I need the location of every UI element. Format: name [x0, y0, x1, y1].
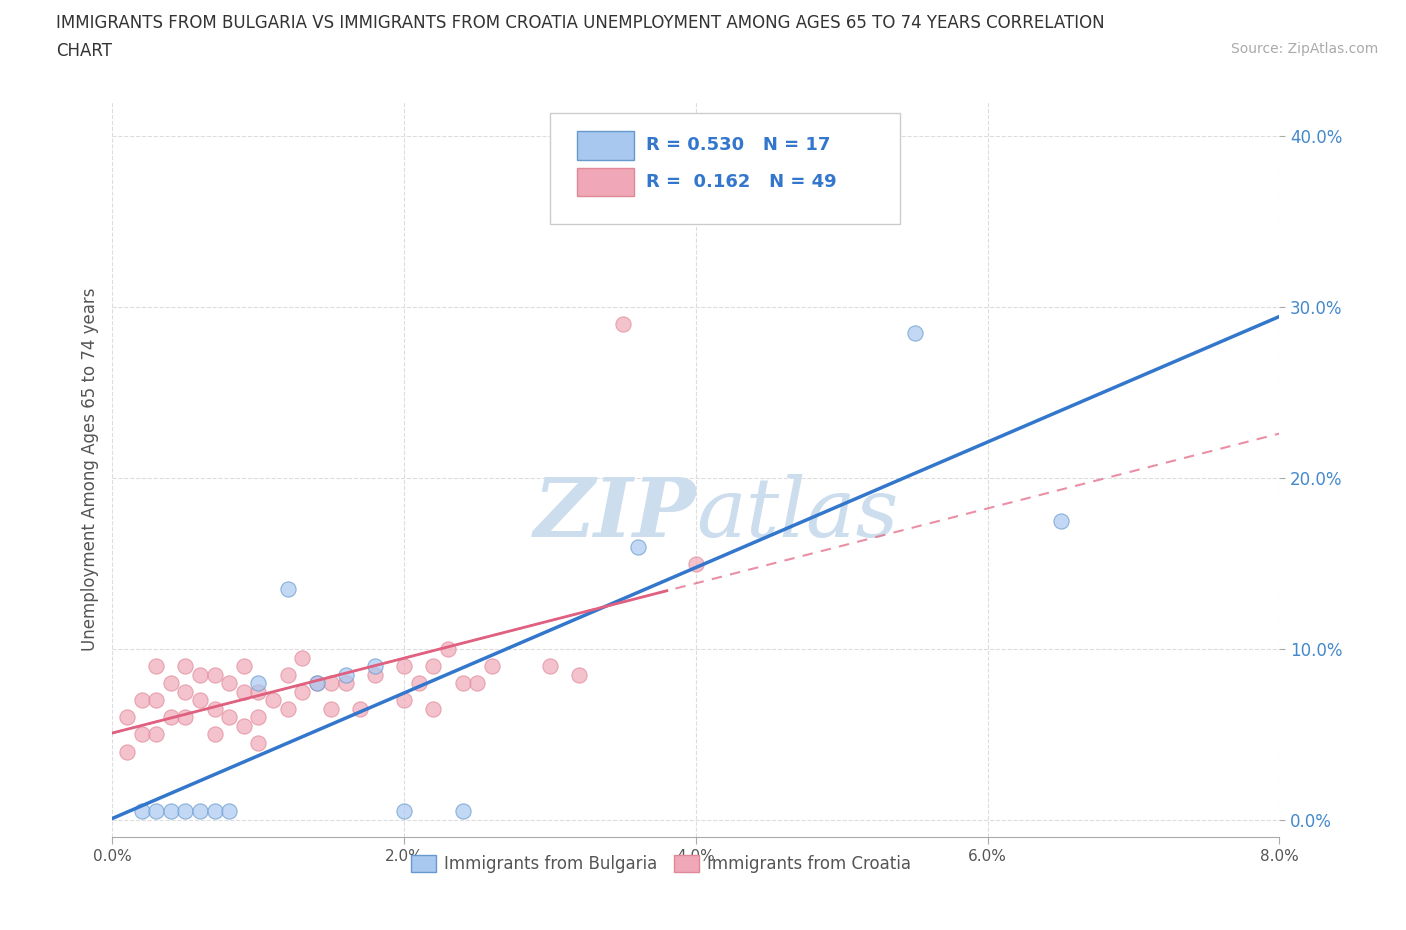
- FancyBboxPatch shape: [576, 131, 634, 160]
- Point: [160, 710, 183, 724]
- Point: [612, 317, 634, 332]
- Point: [262, 693, 284, 708]
- Point: [247, 676, 270, 691]
- Point: [131, 693, 153, 708]
- Point: [408, 676, 430, 691]
- Text: ZIP: ZIP: [533, 473, 696, 553]
- Y-axis label: Unemployment Among Ages 65 to 74 years: Unemployment Among Ages 65 to 74 years: [80, 288, 98, 651]
- Legend: Immigrants from Bulgaria, Immigrants from Croatia: Immigrants from Bulgaria, Immigrants fro…: [404, 848, 918, 880]
- Point: [364, 667, 387, 682]
- Point: [204, 804, 226, 818]
- Point: [422, 701, 444, 716]
- Point: [160, 804, 183, 818]
- Point: [204, 667, 226, 682]
- Point: [422, 658, 444, 673]
- Point: [232, 658, 254, 673]
- Point: [437, 642, 460, 657]
- Point: [115, 744, 138, 759]
- Text: R =  0.162   N = 49: R = 0.162 N = 49: [645, 173, 837, 191]
- Point: [349, 701, 371, 716]
- Point: [174, 804, 197, 818]
- Point: [568, 667, 591, 682]
- Point: [188, 667, 211, 682]
- Point: [218, 710, 240, 724]
- Point: [335, 676, 357, 691]
- Text: IMMIGRANTS FROM BULGARIA VS IMMIGRANTS FROM CROATIA UNEMPLOYMENT AMONG AGES 65 T: IMMIGRANTS FROM BULGARIA VS IMMIGRANTS F…: [56, 14, 1105, 32]
- Point: [218, 804, 240, 818]
- Point: [451, 676, 474, 691]
- Point: [627, 539, 650, 554]
- Point: [364, 658, 387, 673]
- Point: [204, 727, 226, 742]
- Point: [394, 804, 416, 818]
- Point: [321, 701, 343, 716]
- Point: [465, 676, 488, 691]
- FancyBboxPatch shape: [576, 167, 634, 196]
- Point: [174, 658, 197, 673]
- Point: [232, 719, 254, 734]
- Point: [685, 556, 707, 571]
- Point: [145, 658, 167, 673]
- Point: [247, 710, 270, 724]
- Point: [1049, 513, 1071, 528]
- Point: [451, 804, 474, 818]
- Point: [276, 701, 298, 716]
- Point: [188, 693, 211, 708]
- Point: [291, 684, 314, 699]
- Point: [291, 650, 314, 665]
- Point: [145, 693, 167, 708]
- Point: [276, 582, 298, 597]
- Point: [247, 736, 270, 751]
- Text: CHART: CHART: [56, 42, 112, 60]
- Point: [145, 804, 167, 818]
- Point: [218, 676, 240, 691]
- Point: [321, 676, 343, 691]
- Point: [335, 667, 357, 682]
- FancyBboxPatch shape: [550, 113, 900, 223]
- Point: [188, 804, 211, 818]
- Point: [174, 710, 197, 724]
- Point: [145, 727, 167, 742]
- Point: [394, 693, 416, 708]
- Point: [394, 658, 416, 673]
- Point: [305, 676, 328, 691]
- Text: R = 0.530   N = 17: R = 0.530 N = 17: [645, 137, 830, 154]
- Point: [232, 684, 254, 699]
- Point: [131, 804, 153, 818]
- Point: [174, 684, 197, 699]
- Point: [276, 667, 298, 682]
- Point: [305, 676, 328, 691]
- Text: atlas: atlas: [696, 473, 898, 553]
- Point: [538, 658, 561, 673]
- Point: [160, 676, 183, 691]
- Text: Source: ZipAtlas.com: Source: ZipAtlas.com: [1230, 42, 1378, 56]
- Point: [131, 727, 153, 742]
- Point: [204, 701, 226, 716]
- Point: [115, 710, 138, 724]
- Point: [904, 326, 927, 340]
- Point: [247, 684, 270, 699]
- Point: [481, 658, 503, 673]
